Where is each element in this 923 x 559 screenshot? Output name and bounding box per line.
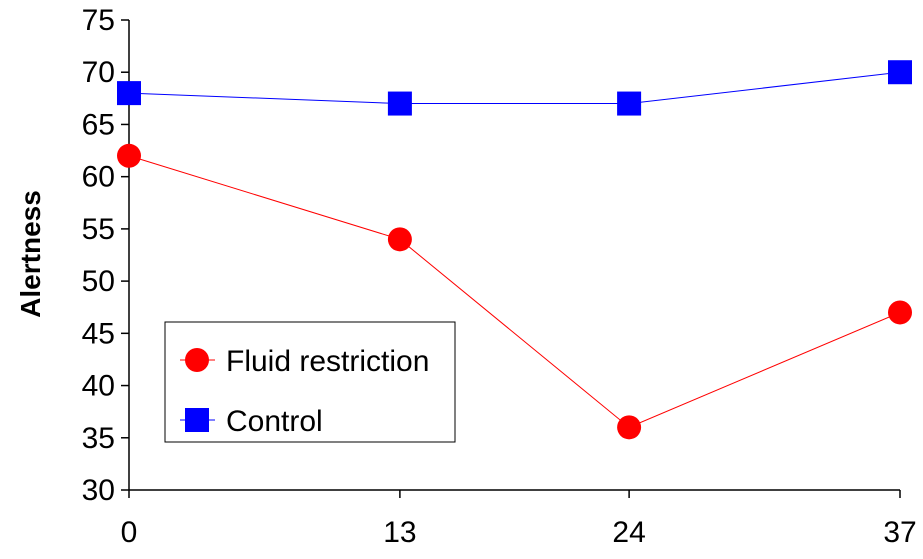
- x-axis-ticks: 0 13 24 37: [121, 490, 917, 549]
- data-point-square: [117, 81, 141, 106]
- series-fluid-restriction: [117, 143, 912, 440]
- y-axis-title: Alertness: [15, 190, 46, 318]
- series-control: [117, 60, 912, 116]
- series-line: [128, 71, 901, 105]
- legend-item: Control: [180, 405, 323, 438]
- legend-items: Fluid restriction Control: [180, 345, 429, 438]
- y-tick-label: 30: [82, 474, 115, 507]
- y-tick-label: 75: [82, 4, 115, 37]
- y-tick-label: 55: [82, 213, 115, 246]
- y-tick-label: 60: [82, 161, 115, 194]
- y-tick-label: 35: [82, 422, 115, 455]
- legend-label: Fluid restriction: [226, 345, 429, 378]
- x-tick-label: 13: [383, 516, 416, 549]
- data-point-square: [387, 91, 412, 116]
- x-tick-label: 0: [121, 516, 138, 549]
- y-tick-label: 70: [82, 56, 115, 89]
- legend-marker-square: [185, 408, 209, 432]
- x-tick-label: 24: [612, 516, 645, 549]
- legend-item: Fluid restriction: [180, 345, 429, 378]
- y-tick-label: 40: [82, 370, 115, 403]
- data-point-circle: [387, 227, 412, 252]
- data-point-square: [888, 60, 912, 85]
- y-tick-label: 50: [82, 265, 115, 298]
- data-point-square: [617, 91, 642, 116]
- data-point-circle: [888, 300, 912, 325]
- y-tick-label: 65: [82, 108, 115, 141]
- legend-box: [164, 321, 456, 443]
- y-tick-label: 45: [82, 317, 115, 350]
- y-axis-ticks: 30 35 40 45 50 55 60 65 70 75: [82, 4, 129, 507]
- series-line: [128, 155, 901, 428]
- x-tick-label: 37: [883, 516, 916, 549]
- data-point-circle: [617, 415, 642, 440]
- legend: Fluid restriction Control: [164, 321, 456, 443]
- data-point-circle: [117, 143, 141, 168]
- legend-marker-circle: [185, 348, 209, 372]
- series-layer: [117, 60, 912, 440]
- legend-label: Control: [226, 405, 323, 438]
